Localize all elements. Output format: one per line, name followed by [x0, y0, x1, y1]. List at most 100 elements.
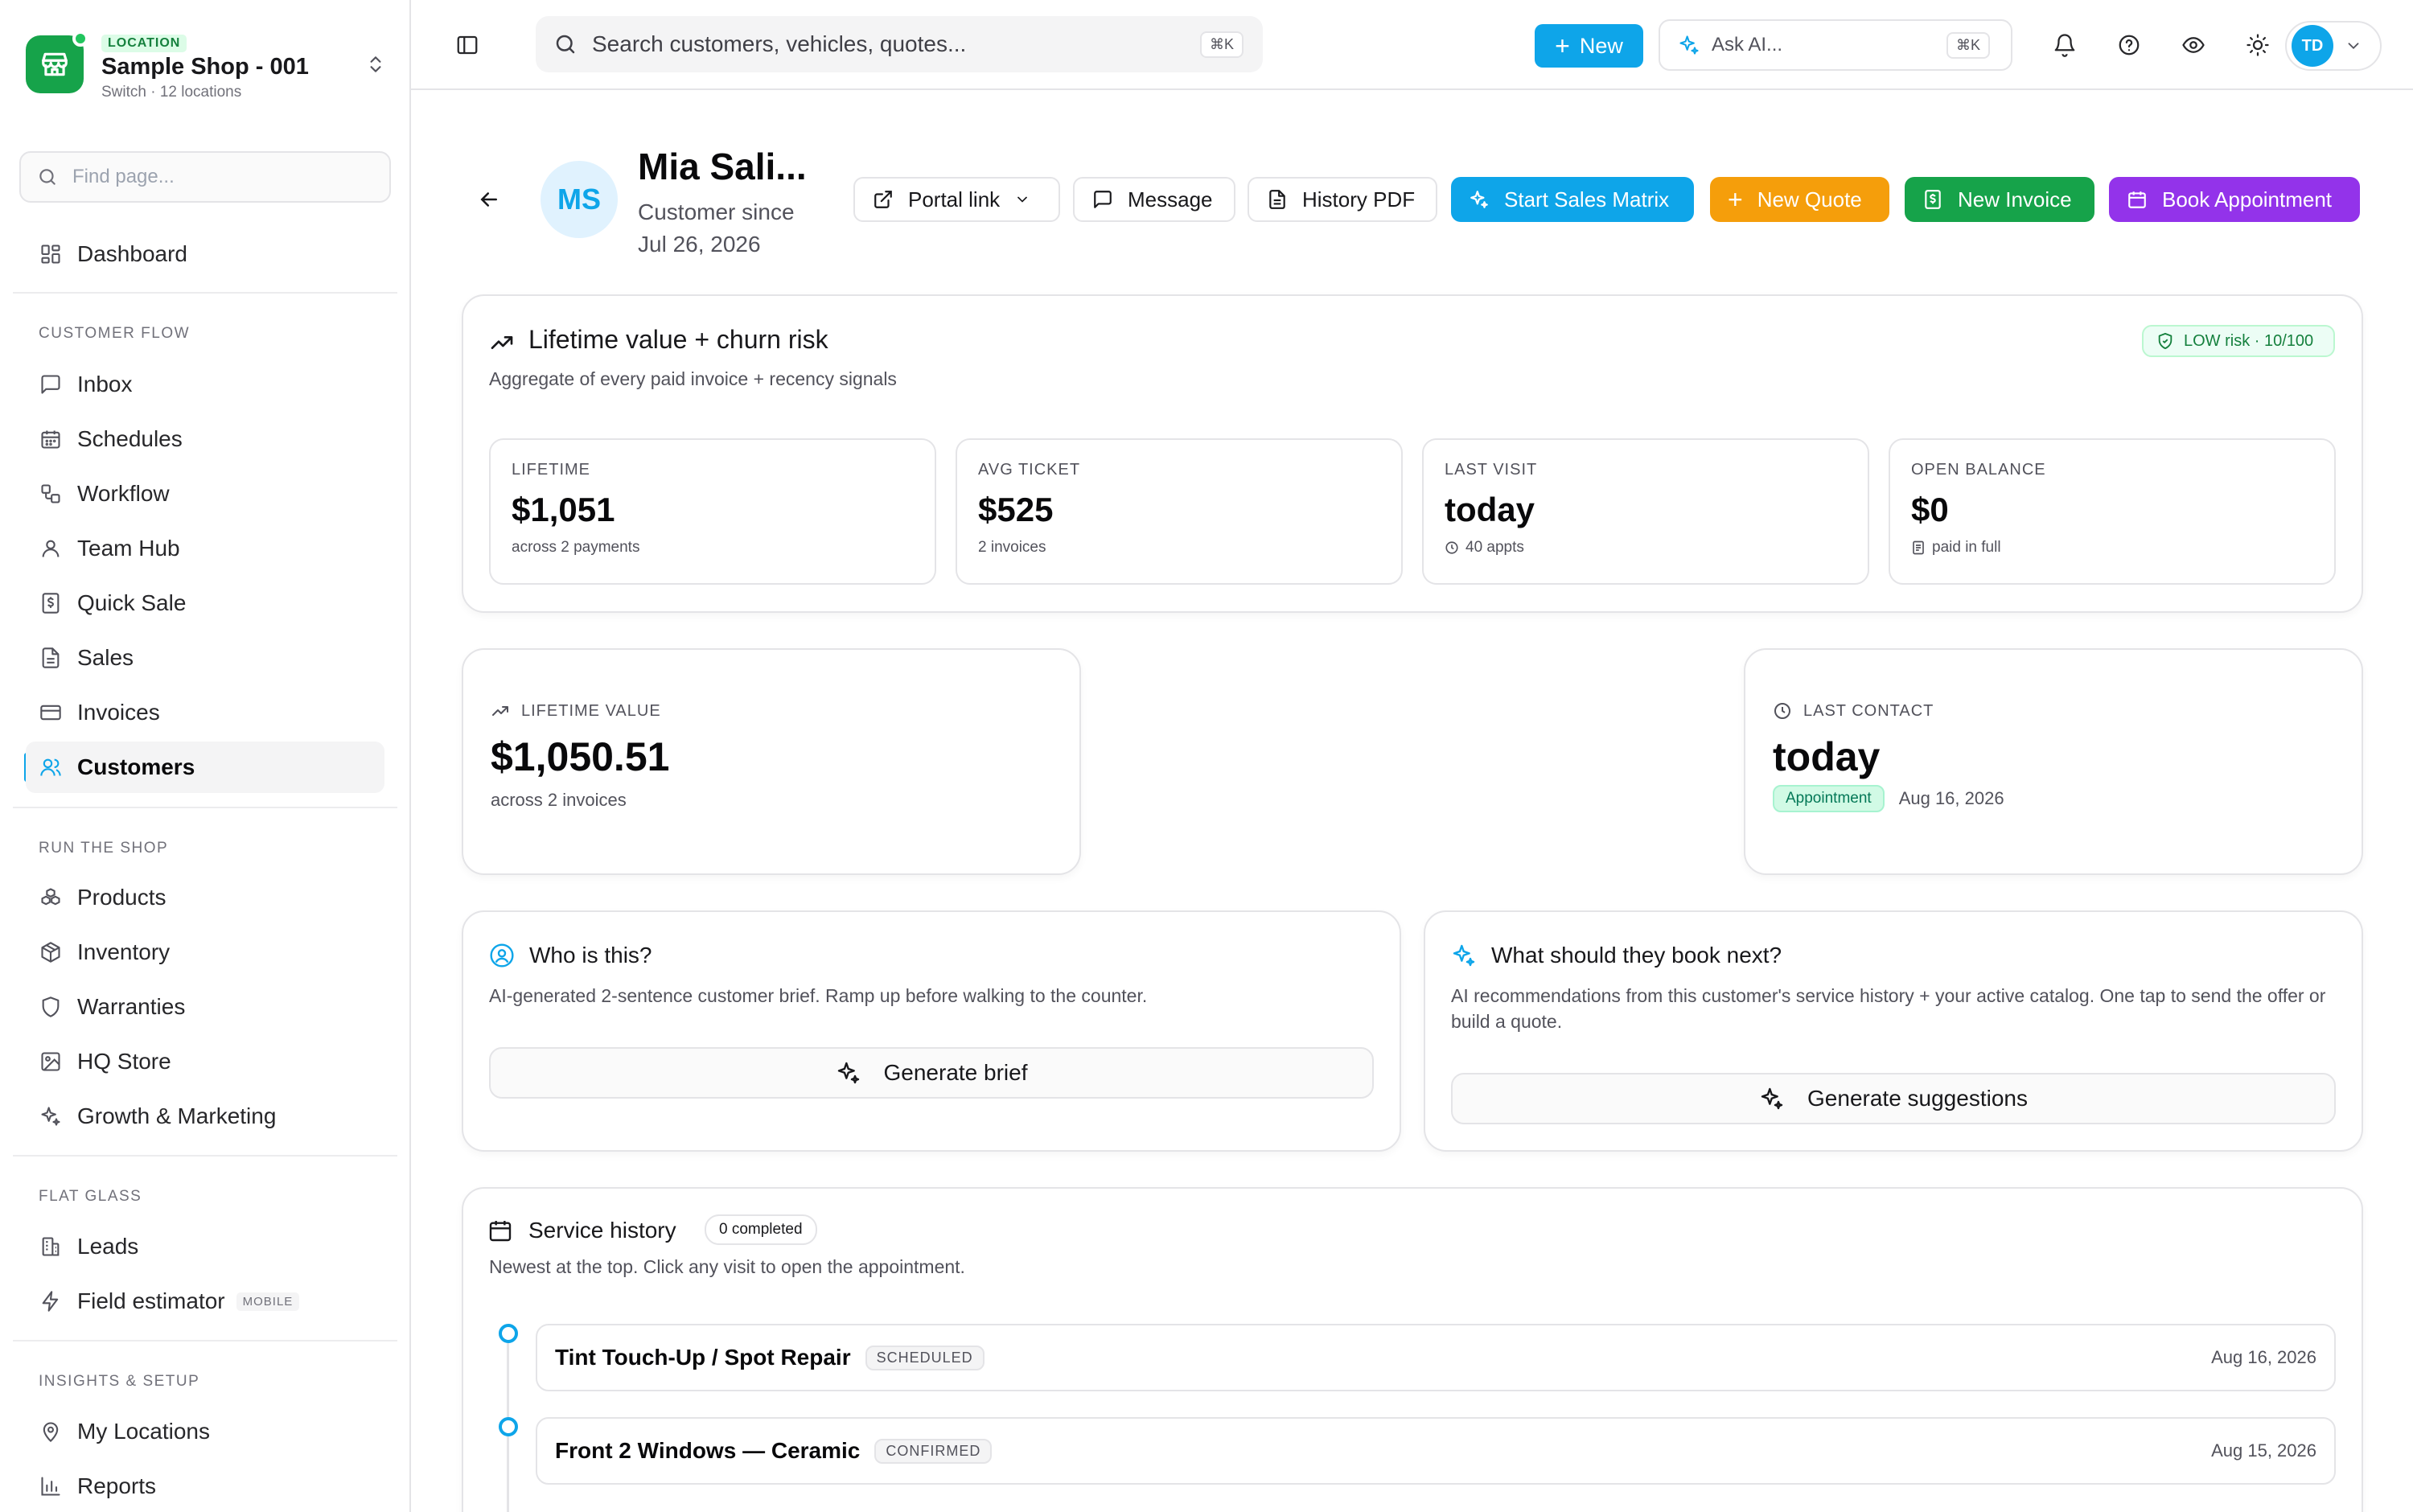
section-flat-glass: FLAT GLASS: [39, 1188, 142, 1205]
sun-icon[interactable]: [2242, 29, 2274, 61]
sidebar-item-inbox[interactable]: Inbox: [26, 359, 384, 410]
find-page-input[interactable]: [72, 166, 378, 188]
receipt-dollar-icon: [37, 590, 64, 617]
sidebar-item-quick-sale[interactable]: Quick Sale: [26, 577, 384, 629]
file-text-icon: [1269, 190, 1285, 209]
sidebar-item-inventory[interactable]: Inventory: [26, 927, 384, 978]
last-contact-card: LAST CONTACT today Appointment Aug 16, 2…: [1744, 648, 2363, 875]
bar-chart-icon: [37, 1473, 64, 1500]
portal-link-button[interactable]: Portal link: [853, 177, 1060, 222]
ltv-card-subtitle: Aggregate of every paid invoice + recenc…: [489, 368, 897, 389]
stat-last-visit: LAST VISIT today 40 appts: [1422, 438, 1869, 585]
lifetime-value-amount: $1,050.51: [491, 734, 670, 779]
visit-row[interactable]: Tint Touch-Up / Spot Repair SCHEDULED Au…: [536, 1324, 2336, 1391]
location-sub: Switch · 12 locations: [101, 84, 242, 101]
clock-icon: [1774, 703, 1790, 719]
lifetime-value-card: LIFETIME VALUE $1,050.51 across 2 invoic…: [462, 648, 1081, 875]
completed-count-badge: 0 completed: [705, 1214, 817, 1245]
package-icon: [37, 939, 64, 966]
stat-avg-ticket: AVG TICKET $525 2 invoices: [956, 438, 1403, 585]
message-button[interactable]: Message: [1073, 177, 1235, 222]
sidebar-item-products[interactable]: Products: [26, 872, 384, 923]
sidebar-toggle-icon[interactable]: [450, 27, 485, 63]
sidebar-item-invoices[interactable]: Invoices: [26, 687, 384, 738]
image-icon: [37, 1048, 64, 1075]
ask-ai-button[interactable]: Ask AI... ⌘K: [1659, 19, 2012, 71]
who-desc: AI-generated 2-sentence customer brief. …: [489, 985, 1148, 1006]
chevrons-up-down-icon[interactable]: [364, 52, 388, 76]
new-quote-button[interactable]: + New Quote: [1710, 177, 1889, 222]
sidebar-item-team-hub[interactable]: Team Hub: [26, 523, 384, 574]
section-run-the-shop: RUN THE SHOP: [39, 840, 169, 857]
bell-icon[interactable]: [2049, 29, 2081, 61]
global-search[interactable]: ⌘K: [536, 16, 1263, 72]
location-name: Sample Shop - 001: [101, 54, 309, 80]
last-contact-value: today: [1773, 734, 1881, 779]
status-badge: SCHEDULED: [865, 1345, 985, 1370]
divider: [13, 1155, 397, 1157]
search-icon: [556, 35, 575, 54]
find-page-search[interactable]: [19, 151, 391, 203]
customer-avatar: MS: [541, 161, 618, 238]
sidebar-item-field-estimator[interactable]: Field estimator MOBILE: [26, 1276, 384, 1327]
sidebar-item-growth-marketing[interactable]: Growth & Marketing: [26, 1091, 384, 1142]
message-square-icon: [1094, 191, 1112, 208]
workflow-icon: [37, 480, 64, 507]
sidebar-item-my-locations[interactable]: My Locations: [26, 1406, 384, 1457]
book-appointment-button[interactable]: Book Appointment: [2109, 177, 2360, 222]
eye-icon[interactable]: [2177, 29, 2210, 61]
calendar-icon: [489, 1221, 512, 1242]
online-status-dot: [72, 31, 88, 47]
user-menu[interactable]: TD: [2285, 21, 2382, 71]
location-switcher[interactable]: LOCATION Sample Shop - 001 Switch · 12 l…: [26, 23, 388, 106]
new-invoice-button[interactable]: New Invoice: [1905, 177, 2094, 222]
user-icon: [37, 535, 64, 562]
dashboard-icon: [37, 240, 64, 268]
sidebar-item-dashboard[interactable]: Dashboard: [26, 228, 384, 280]
calendar-icon: [2128, 191, 2146, 208]
trending-up-icon: [492, 706, 508, 716]
sidebar-item-schedules[interactable]: Schedules: [26, 413, 384, 465]
divider: [13, 292, 397, 294]
external-link-icon: [874, 191, 892, 208]
sidebar-item-reports[interactable]: Reports: [26, 1461, 384, 1512]
sparkles-icon: [1761, 1087, 1783, 1110]
new-button[interactable]: + New: [1535, 24, 1643, 68]
sparkles-icon: [1470, 191, 1488, 208]
back-arrow-icon[interactable]: [475, 185, 504, 214]
next-desc: AI recommendations from this customer's …: [1451, 985, 2326, 1032]
plus-icon: +: [1555, 31, 1570, 60]
sparkles-icon: [37, 1103, 64, 1130]
sidebar-item-workflow[interactable]: Workflow: [26, 468, 384, 520]
user-circle-icon: [490, 943, 514, 968]
map-pin-icon: [37, 1418, 64, 1445]
generate-brief-button[interactable]: Generate brief: [489, 1047, 1374, 1099]
status-badge: CONFIRMED: [874, 1438, 993, 1464]
help-icon[interactable]: [2113, 29, 2145, 61]
section-insights-setup: INSIGHTS & SETUP: [39, 1373, 200, 1390]
timeline-dot: [499, 1417, 518, 1436]
sidebar-item-hq-store[interactable]: HQ Store: [26, 1036, 384, 1087]
history-pdf-button[interactable]: History PDF: [1248, 177, 1437, 222]
start-sales-matrix-button[interactable]: Start Sales Matrix: [1451, 177, 1694, 222]
clock-icon: [1445, 541, 1458, 554]
shield-icon: [37, 993, 64, 1021]
receipt-dollar-icon: [1925, 190, 1941, 209]
zap-icon: [37, 1288, 64, 1315]
users-icon: [37, 754, 64, 781]
visit-row[interactable]: Front 2 Windows — Ceramic CONFIRMED Aug …: [536, 1417, 2336, 1485]
message-square-icon: [37, 371, 64, 398]
sidebar-item-warranties[interactable]: Warranties: [26, 981, 384, 1033]
sidebar-item-customers[interactable]: Customers: [26, 742, 384, 793]
divider: [13, 807, 397, 808]
search-icon: [39, 169, 55, 185]
global-search-input[interactable]: [592, 31, 1171, 57]
sidebar-item-sales[interactable]: Sales: [26, 632, 384, 684]
generate-suggestions-button[interactable]: Generate suggestions: [1451, 1073, 2336, 1124]
ask-shortcut: ⌘K: [1946, 31, 1990, 59]
sparkles-icon: [1453, 944, 1475, 967]
appointment-pill: Appointment: [1773, 785, 1885, 812]
sidebar-item-leads[interactable]: Leads: [26, 1221, 384, 1272]
stat-lifetime: LIFETIME $1,051 across 2 payments: [489, 438, 936, 585]
credit-card-icon: [37, 699, 64, 726]
